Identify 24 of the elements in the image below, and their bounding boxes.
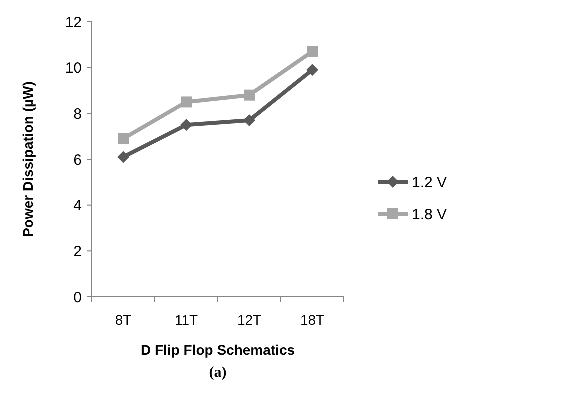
- point: [181, 96, 192, 108]
- y-tick-label: 6: [74, 152, 82, 169]
- point: [244, 114, 256, 127]
- point: [180, 119, 192, 132]
- point: [306, 64, 318, 76]
- y-tick-label: 8: [74, 106, 82, 123]
- y-tick-label: 2: [74, 243, 82, 260]
- text: (a): [209, 365, 227, 381]
- y-tick-label: 12: [65, 14, 82, 32]
- x-tick-label: 8T: [115, 312, 132, 328]
- point: [244, 90, 255, 101]
- x-tick-label: 18T: [300, 312, 326, 328]
- point: [307, 46, 318, 58]
- x-tick-label: 11T: [174, 312, 198, 328]
- y-axis-title: Power Dissipation (µW): [20, 82, 36, 238]
- y-tick-label: 4: [74, 198, 82, 215]
- x-tick-label: 12T: [237, 312, 262, 328]
- y-tick-label: 0: [74, 289, 82, 306]
- legend-label: 1.8 V: [412, 206, 448, 224]
- legend-label: 1.2 V: [412, 174, 448, 192]
- y-tick-label: 10: [65, 60, 82, 78]
- point: [118, 151, 130, 164]
- point: [118, 133, 129, 144]
- x-axis-title: D Flip Flop Schematics: [140, 342, 296, 358]
